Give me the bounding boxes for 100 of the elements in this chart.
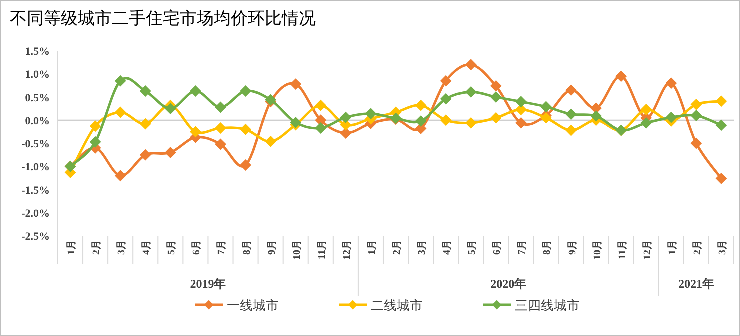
point: [315, 122, 326, 134]
y-tick-label: -1.0%: [22, 162, 50, 174]
point: [590, 110, 602, 122]
point: [690, 99, 702, 110]
point: [416, 116, 427, 127]
text: 2019年: [190, 277, 226, 291]
point: [240, 86, 252, 97]
x-tick-label: 11月: [617, 240, 628, 260]
point: [666, 78, 677, 89]
point: [340, 112, 352, 124]
point: [115, 107, 126, 118]
x-tick-label: 5月: [166, 240, 178, 255]
point: [516, 118, 527, 129]
point: [690, 138, 702, 149]
x-tick-label: 2月: [92, 240, 103, 255]
x-tick-label: 9月: [567, 240, 578, 255]
point: [90, 120, 102, 132]
x-tick-label: 12月: [342, 240, 353, 260]
x-tick-label: 7月: [517, 240, 528, 255]
x-tick-label: 5月: [467, 240, 478, 255]
text: 2020年: [490, 277, 527, 291]
point: [440, 114, 452, 126]
point: [290, 78, 302, 90]
point: [540, 112, 552, 124]
x-tick-label: 1月: [667, 240, 678, 255]
point: [490, 80, 502, 92]
x-tick-label: 8月: [242, 240, 253, 255]
y-tick-label: -2.5%: [22, 231, 50, 243]
x-tick-label: 6月: [492, 240, 504, 255]
point: [240, 160, 252, 171]
x-tick-label: 6月: [192, 240, 203, 255]
point: [165, 103, 176, 114]
x-tick-label: 1月: [66, 240, 78, 255]
x-tick-label: 3月: [717, 240, 728, 255]
x-tick-label: 11月: [316, 240, 328, 260]
x-tick-label: 3月: [116, 240, 128, 255]
point: [215, 102, 226, 113]
point: [340, 128, 352, 139]
point: [716, 120, 727, 131]
point: [566, 108, 577, 120]
point: [640, 104, 652, 116]
point: [616, 70, 627, 82]
point: [440, 94, 452, 105]
x-tick-label: 9月: [266, 240, 278, 255]
y-tick-label: 0.5%: [25, 92, 50, 104]
x-tick-label: 7月: [216, 240, 228, 255]
point: [490, 112, 502, 124]
y-tick-label: 1.5%: [25, 46, 50, 58]
y-tick-label: -1.5%: [22, 184, 50, 197]
chart-title: 不同等级城市二手住宅市场均价环比情况: [10, 9, 316, 28]
y-tick-label: -0.5%: [22, 138, 50, 150]
point: [416, 100, 427, 112]
x-tick-label: 4月: [442, 240, 454, 255]
x-tick-label: 8月: [542, 240, 554, 255]
x-tick-label: 2月: [692, 240, 704, 255]
point: [490, 92, 502, 103]
x-tick-label: 4月: [142, 240, 153, 255]
legend-label: 一线城市: [227, 298, 279, 313]
y-tick-label: 0.0%: [25, 115, 50, 128]
point: [540, 101, 552, 112]
point: [516, 96, 527, 108]
point: [265, 136, 276, 148]
point: [190, 126, 202, 138]
point: [215, 138, 226, 150]
point: [716, 173, 727, 184]
point: [716, 96, 727, 107]
point: [315, 100, 326, 112]
point: [466, 118, 477, 129]
point: [140, 118, 152, 130]
point: [115, 76, 126, 87]
text: 2021年: [678, 277, 714, 291]
x-tick-label: 1月: [366, 240, 378, 255]
y-tick-label: 1.0%: [25, 69, 50, 82]
x-tick-label: 10月: [592, 240, 604, 260]
point: [466, 86, 477, 98]
point: [440, 76, 452, 87]
point: [690, 110, 702, 122]
y-tick-label: -2.0%: [22, 208, 50, 220]
point: [516, 104, 527, 116]
point: [666, 112, 677, 124]
point: [640, 118, 652, 129]
point: [240, 124, 252, 136]
point: [215, 122, 226, 134]
x-tick-label: 12月: [642, 240, 654, 260]
point: [90, 136, 102, 148]
point: [115, 170, 126, 182]
point: [566, 84, 577, 96]
point: [590, 102, 602, 114]
point: [290, 117, 302, 128]
x-tick-label: 2月: [392, 240, 403, 255]
point: [466, 59, 477, 70]
legend-label: 三四线城市: [515, 298, 580, 313]
x-tick-label: 3月: [417, 240, 428, 255]
point: [165, 147, 176, 158]
x-tick-label: 10月: [292, 240, 303, 260]
legend-label: 二线城市: [371, 298, 423, 313]
point: [566, 125, 577, 136]
point: [140, 150, 152, 161]
point: [365, 108, 376, 120]
point: [140, 86, 152, 97]
